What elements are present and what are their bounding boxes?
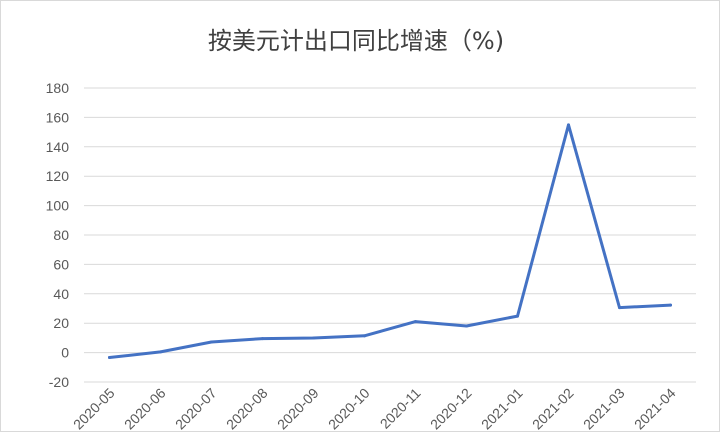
x-tick-label: 2020-06 xyxy=(121,385,169,433)
data-point xyxy=(312,336,315,340)
data-point xyxy=(465,324,468,328)
x-tick-label: 2020-10 xyxy=(325,385,373,433)
data-point xyxy=(210,340,213,344)
y-tick-label: 60 xyxy=(53,256,69,272)
chart-title: 按美元计出口同比增速（%) xyxy=(208,27,504,55)
y-tick-label: 0 xyxy=(61,345,69,361)
x-axis-ticks: 2020-05 2020-06 2020-07 2020-08 2020-09 2020-… xyxy=(70,385,679,433)
y-tick-label: -20 xyxy=(49,374,69,390)
data-point xyxy=(669,303,672,307)
data-point xyxy=(414,320,417,324)
x-tick-label: 2021-02 xyxy=(529,385,577,433)
x-tick-label: 2020-12 xyxy=(427,385,475,433)
x-tick-label: 2020-11 xyxy=(377,385,424,432)
y-axis-ticks: -20 0 20 40 60 80 100 120 140 160 180 xyxy=(46,80,70,390)
y-tick-label: 20 xyxy=(53,315,69,331)
y-tick-label: 140 xyxy=(46,139,70,155)
x-tick-label: 2020-07 xyxy=(172,385,220,433)
data-point xyxy=(159,350,162,354)
data-point xyxy=(261,337,264,341)
y-tick-label: 80 xyxy=(53,227,69,243)
y-tick-label: 160 xyxy=(46,109,70,125)
y-tick-label: 100 xyxy=(46,198,70,214)
gridlines xyxy=(84,87,696,383)
data-point xyxy=(108,355,111,359)
x-tick-label: 2021-01 xyxy=(478,385,526,433)
y-tick-label: 40 xyxy=(53,286,69,302)
x-tick-label: 2021-03 xyxy=(580,385,628,433)
x-tick-label: 2020-05 xyxy=(70,385,118,433)
data-point xyxy=(567,123,570,127)
data-point xyxy=(516,314,519,318)
data-point xyxy=(618,306,621,310)
x-tick-label: 2020-08 xyxy=(223,385,271,433)
y-tick-label: 180 xyxy=(46,80,70,96)
y-tick-label: 120 xyxy=(46,168,70,184)
x-tick-label: 2020-09 xyxy=(274,385,322,433)
x-tick-label: 2021-04 xyxy=(631,385,679,433)
series-layer xyxy=(108,123,672,359)
data-point xyxy=(363,334,366,338)
series-line xyxy=(108,123,672,359)
